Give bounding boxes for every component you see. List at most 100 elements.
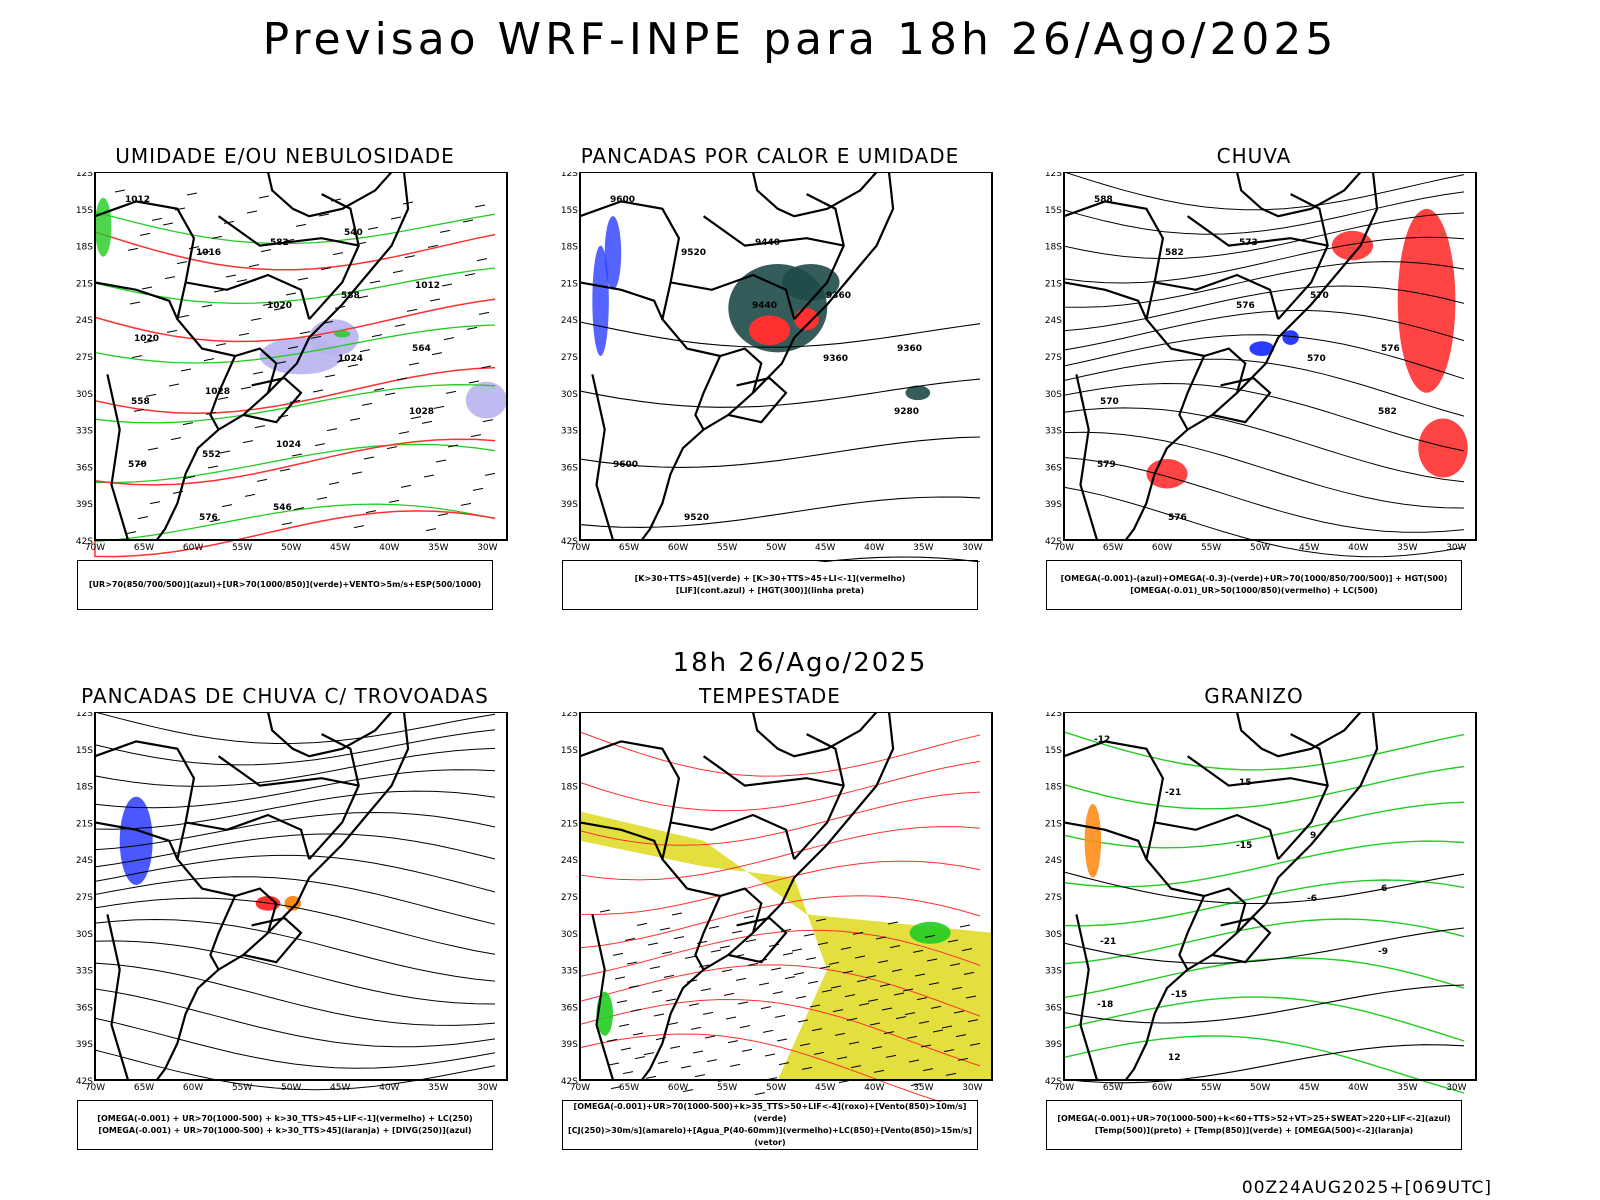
lon-tick-label: 30W (962, 1083, 982, 1093)
lat-tick-label: 39S (561, 500, 578, 510)
lon-tick-label: 65W (1103, 543, 1123, 553)
lon-tick-label: 30W (962, 543, 982, 553)
lat-tick-label: 33S (1045, 967, 1062, 977)
lon-tick-label: 50W (281, 543, 301, 553)
weather-map: 1012 1016 1020 1024 1028 570 576 582 588 564 558 55… (76, 172, 508, 558)
lat-tick-label: 42S (76, 537, 93, 547)
lat-tick-label: 21S (561, 819, 578, 829)
lon-tick-label: 35W (913, 1083, 933, 1093)
lat-tick-label: 33S (561, 427, 578, 437)
lon-tick-label: 40W (379, 543, 399, 553)
contour-label: 576 (1168, 513, 1187, 523)
contour-label: 576 (1236, 301, 1255, 311)
legend-line: [OMEGA(-0.001)-(azul)+OMEGA(-0.3)-(verde… (1060, 574, 1448, 583)
lon-tick-label: 65W (619, 1083, 639, 1093)
lat-tick-label: 21S (561, 279, 578, 289)
panel-legend: [OMEGA(-0.001)-(azul)+OMEGA(-0.3)-(verde… (1046, 560, 1462, 610)
lon-tick-label: 60W (1152, 1083, 1172, 1093)
lat-tick-label: 18S (76, 243, 93, 253)
lon-tick-label: 30W (477, 1083, 497, 1093)
map-panel-4: PANCADAS DE CHUVA C/ TROVOADAS 12S 15S 18S 2… (75, 684, 515, 1164)
contour-label: -15 (1236, 841, 1252, 851)
lon-tick-label: 70W (85, 543, 105, 553)
contour-label: 588 (341, 291, 360, 301)
map-panel-5: TEMPESTADE 12S 15S 18S 21S 24S 27S 30S 33S 36S 39S… (560, 684, 1000, 1164)
contour-label: 9520 (681, 248, 706, 258)
contour-label: -15 (1171, 990, 1187, 1000)
lat-tick-label: 36S (1045, 463, 1062, 473)
map-panel-3: CHUVA 588 582 576 570 582 579 576 573 570 576 570 12… (1044, 144, 1484, 624)
contour-label: 570 (128, 460, 147, 470)
panel-title: PANCADAS DE CHUVA C/ TROVOADAS (81, 684, 489, 708)
lon-tick-label: 50W (1250, 1083, 1270, 1093)
middle-title: 18h 26/Ago/2025 (672, 648, 928, 678)
panel-legend: [K>30+TTS>45](verde) + [K>30+TTS>45+LI<-… (562, 560, 978, 610)
lat-tick-label: 42S (1045, 1077, 1062, 1087)
lon-tick-label: 60W (183, 543, 203, 553)
legend-line: [UR>70(850/700/500)](azul)+[UR>70(1000/8… (88, 580, 482, 589)
lon-tick-label: 70W (570, 1083, 590, 1093)
lat-tick-label: 30S (561, 930, 578, 940)
lat-tick-label: 21S (76, 819, 93, 829)
panel-title: TEMPESTADE (699, 684, 841, 708)
contour-label: -18 (1097, 1000, 1113, 1010)
lon-tick-label: 65W (1103, 1083, 1123, 1093)
contour-label: 582 (270, 238, 289, 248)
lat-tick-label: 12S (561, 172, 578, 179)
legend-line: [LIF](cont.azul) + [HGT(300)](linha pret… (675, 586, 865, 595)
contour-label: 9360 (826, 291, 851, 301)
lat-tick-label: 12S (561, 712, 578, 719)
map-panel-2: PANCADAS POR CALOR E UMIDADE 9600 9520 9440… (560, 144, 1000, 624)
lon-tick-label: 70W (1054, 543, 1074, 553)
contour-label: 9440 (752, 301, 777, 311)
lon-tick-label: 55W (232, 543, 252, 553)
lat-tick-label: 21S (1045, 819, 1062, 829)
lon-tick-label: 65W (134, 543, 154, 553)
legend-line: [CJ(250)>30m/s](amarelo)+[Agua_P(40-60mm… (568, 1126, 972, 1147)
lat-tick-label: 39S (76, 1040, 93, 1050)
legend-line: [OMEGA(-0.001) + UR>70(1000-500) + k>30_… (98, 1126, 472, 1135)
lat-tick-label: 21S (76, 279, 93, 289)
weather-map: 588 582 576 570 582 579 576 573 570 576 570 12S 15S 1… (1045, 172, 1477, 558)
panel-legend: [OMEGA(-0.001)+UR>70(1000-500)+k>35_TTS>… (562, 1100, 978, 1150)
lat-tick-label: 36S (1045, 1003, 1062, 1013)
lat-tick-label: 27S (1045, 353, 1062, 363)
lat-tick-label: 27S (561, 893, 578, 903)
lat-tick-label: 33S (1045, 427, 1062, 437)
lon-tick-label: 70W (85, 1083, 105, 1093)
lon-tick-label: 35W (428, 543, 448, 553)
main-title: Previsao WRF-INPE para 18h 26/Ago/2025 (262, 14, 1338, 65)
panel-legend: [OMEGA(-0.001)+UR>70(1000-500)+k<60+TTS>… (1046, 1100, 1462, 1150)
lat-tick-label: 36S (561, 1003, 578, 1013)
lon-tick-label: 40W (864, 1083, 884, 1093)
panel-title: CHUVA (1216, 144, 1292, 168)
lon-tick-label: 55W (1201, 1083, 1221, 1093)
lat-tick-label: 21S (1045, 279, 1062, 289)
lat-tick-label: 24S (1045, 316, 1062, 326)
lat-tick-label: 39S (76, 500, 93, 510)
lat-tick-label: 18S (1045, 783, 1062, 793)
panel-title: PANCADAS POR CALOR E UMIDADE (580, 144, 960, 168)
lon-tick-label: 55W (717, 1083, 737, 1093)
lat-tick-label: 12S (1045, 712, 1062, 719)
lat-tick-label: 30S (76, 390, 93, 400)
legend-line: [K>30+TTS>45](verde) + [K>30+TTS>45+LI<-… (634, 574, 906, 583)
contour-label: 582 (1165, 248, 1184, 258)
legend-line: [OMEGA(-0.001)+UR>70(1000-500)+k>35_TTS>… (573, 1102, 967, 1123)
contour-label: 12 (1168, 1053, 1181, 1063)
lat-tick-label: 39S (1045, 1040, 1062, 1050)
lat-tick-label: 33S (76, 427, 93, 437)
contour-label: 1028 (409, 407, 434, 417)
lat-tick-label: 30S (561, 390, 578, 400)
contour-label: 9360 (897, 344, 922, 354)
lon-tick-label: 45W (815, 1083, 835, 1093)
contour-label: -21 (1165, 788, 1181, 798)
contour-label: 9600 (613, 460, 638, 470)
lon-tick-label: 50W (281, 1083, 301, 1093)
lat-tick-label: 15S (1045, 206, 1062, 216)
lon-tick-label: 45W (330, 1083, 350, 1093)
lat-tick-label: 15S (76, 206, 93, 216)
legend-line: [Temp(500)](preto) + [Temp(850)](verde) … (1094, 1126, 1414, 1135)
map-panel-1: UMIDADE E/OU NEBULOSIDADE 1012 1016 1020 102… (75, 144, 515, 624)
contour-label: -12 (1094, 735, 1110, 745)
